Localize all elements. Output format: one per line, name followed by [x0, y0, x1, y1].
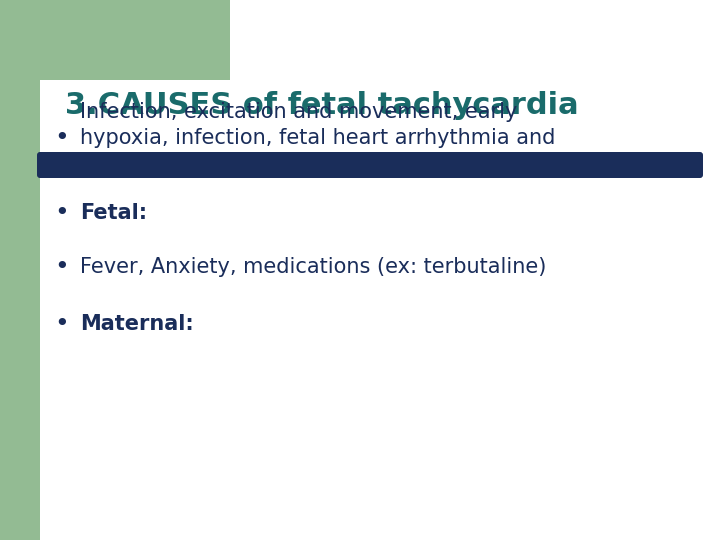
FancyBboxPatch shape: [15, 0, 255, 135]
Bar: [0, 0, 230, 80]
Text: •: •: [55, 126, 69, 150]
Bar: [0, 0, 40, 540]
Text: 3.CAUSES of fetal tachycardia: 3.CAUSES of fetal tachycardia: [65, 91, 579, 119]
Text: Maternal:: Maternal:: [80, 314, 194, 334]
Text: Fetal:: Fetal:: [80, 203, 147, 224]
Bar: [0, 0, 40, 540]
Bar: [0, 0, 230, 110]
Text: Fever, Anxiety, medications (ex: terbutaline): Fever, Anxiety, medications (ex: terbuta…: [80, 257, 546, 278]
Text: •: •: [55, 201, 69, 225]
Text: •: •: [55, 255, 69, 279]
Text: Infection, excitation and movement, early
hypoxia, infection, fetal heart arrhyt: Infection, excitation and movement, earl…: [80, 102, 555, 173]
FancyBboxPatch shape: [40, 0, 230, 110]
Text: •: •: [55, 312, 69, 336]
FancyBboxPatch shape: [37, 152, 703, 178]
